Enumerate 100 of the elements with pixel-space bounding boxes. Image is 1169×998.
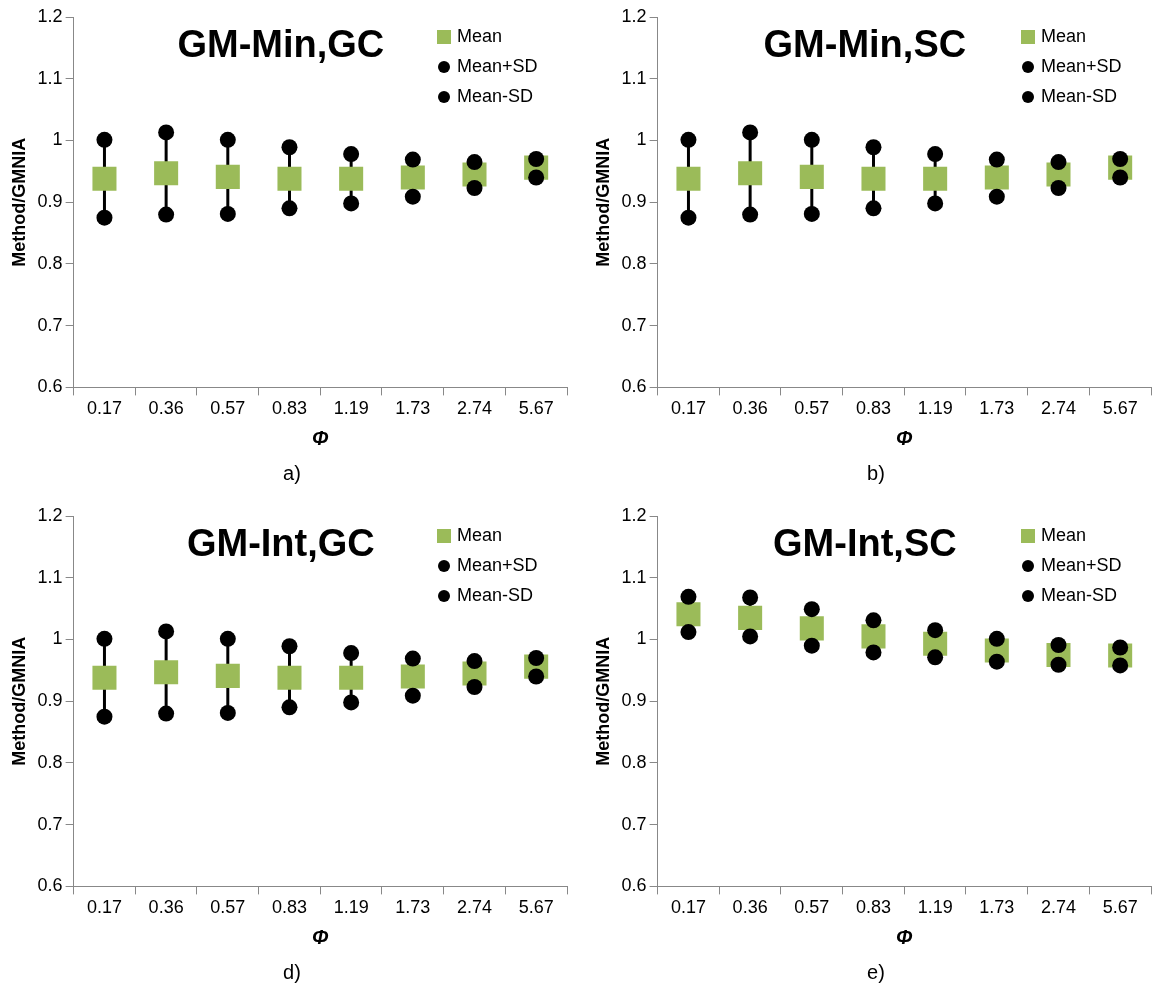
x-axis-title: Φ <box>896 426 914 449</box>
point <box>219 205 236 222</box>
y-tick-label: 1.1 <box>37 67 63 88</box>
x-axis-title: Φ <box>312 925 330 948</box>
y-tick-label: 1.2 <box>621 5 647 26</box>
point <box>676 166 701 191</box>
y-tick-label: 0.6 <box>621 376 647 397</box>
y-axis-title: Method/GMNIA <box>8 137 29 267</box>
point <box>988 630 1005 647</box>
point <box>1112 657 1129 674</box>
x-axis-title: Φ <box>312 426 330 449</box>
point <box>215 663 240 688</box>
point <box>803 131 820 148</box>
point <box>281 638 298 655</box>
x-tick-label: 1.73 <box>979 897 1015 918</box>
y-axis-title: Method/GMNIA <box>592 636 613 766</box>
point <box>799 616 824 641</box>
point <box>277 665 302 690</box>
x-tick-label: 5.67 <box>518 398 554 419</box>
y-tick-label: 0.7 <box>621 813 647 834</box>
x-tick-label: 0.17 <box>670 897 706 918</box>
point <box>404 687 421 704</box>
y-tick-label: 0.9 <box>37 191 63 212</box>
point <box>158 705 175 722</box>
point <box>528 649 545 666</box>
text: d) <box>282 961 302 984</box>
x-tick-label: 0.57 <box>210 897 246 918</box>
y-tick-label: 0.9 <box>621 191 647 212</box>
point <box>927 195 944 212</box>
point <box>865 644 882 661</box>
chart-title: GM-Min,SC <box>763 23 967 66</box>
x-tick-label: 0.57 <box>794 398 830 419</box>
point <box>404 650 421 667</box>
x-tick-label: 0.83 <box>271 398 307 419</box>
legend-label: Mean <box>1041 25 1087 46</box>
y-tick-label: 0.9 <box>37 690 63 711</box>
x-tick-label: 0.17 <box>86 897 122 918</box>
x-axis-title: Φ <box>896 925 914 948</box>
x-tick-label: 0.17 <box>670 398 706 419</box>
legend-label: Mean+SD <box>457 554 538 575</box>
point <box>984 165 1009 190</box>
point <box>158 124 175 141</box>
x-tick-label: 1.73 <box>395 398 431 419</box>
point <box>927 146 944 163</box>
point <box>988 151 1005 168</box>
y-tick-label: 0.6 <box>37 376 63 397</box>
x-tick-label: 0.36 <box>732 897 768 918</box>
point <box>923 166 948 191</box>
x-tick-label: 5.67 <box>1102 398 1138 419</box>
point <box>343 645 360 662</box>
text: b) <box>866 462 886 485</box>
point <box>281 200 298 217</box>
point <box>1112 150 1129 167</box>
legend-label: Mean <box>457 524 503 545</box>
y-tick-label: 0.7 <box>621 314 647 335</box>
point <box>404 151 421 168</box>
x-tick-label: 1.19 <box>333 398 369 419</box>
y-tick-label: 0.8 <box>37 751 63 772</box>
point <box>339 166 364 191</box>
y-tick-label: 0.8 <box>621 252 647 273</box>
point <box>404 188 421 205</box>
point <box>96 209 113 226</box>
point <box>865 612 882 629</box>
legend-label: Mean-SD <box>457 584 534 605</box>
point <box>742 124 759 141</box>
x-tick-label: 0.83 <box>855 897 891 918</box>
y-tick-label: 1.1 <box>621 67 647 88</box>
y-tick-label: 1 <box>636 628 647 649</box>
x-tick-label: 0.17 <box>86 398 122 419</box>
point <box>680 588 697 605</box>
point <box>1050 656 1067 673</box>
point <box>680 131 697 148</box>
y-axis-title: Method/GMNIA <box>8 636 29 766</box>
point <box>927 649 944 666</box>
legend-label: Mean <box>1041 524 1087 545</box>
y-tick-label: 1.2 <box>621 504 647 525</box>
point <box>803 601 820 618</box>
point <box>219 630 236 647</box>
y-tick-label: 0.7 <box>37 813 63 834</box>
x-tick-label: 0.57 <box>210 398 246 419</box>
x-tick-label: 2.74 <box>456 398 493 419</box>
text: a) <box>282 462 302 485</box>
point <box>466 154 483 171</box>
point <box>219 131 236 148</box>
chart-title: GM-Int,SC <box>773 522 957 565</box>
y-tick-label: 1.1 <box>37 566 63 587</box>
point <box>742 628 759 645</box>
x-tick-label: 0.83 <box>855 398 891 419</box>
point <box>158 206 175 223</box>
y-tick-label: 1 <box>636 129 647 150</box>
point <box>803 637 820 654</box>
point <box>927 622 944 639</box>
point <box>988 188 1005 205</box>
point <box>343 195 360 212</box>
point <box>1050 180 1067 196</box>
point <box>219 704 236 721</box>
point <box>96 131 113 148</box>
y-tick-label: 0.9 <box>621 690 647 711</box>
x-tick-label: 1.19 <box>917 897 953 918</box>
y-tick-label: 0.6 <box>621 875 647 896</box>
